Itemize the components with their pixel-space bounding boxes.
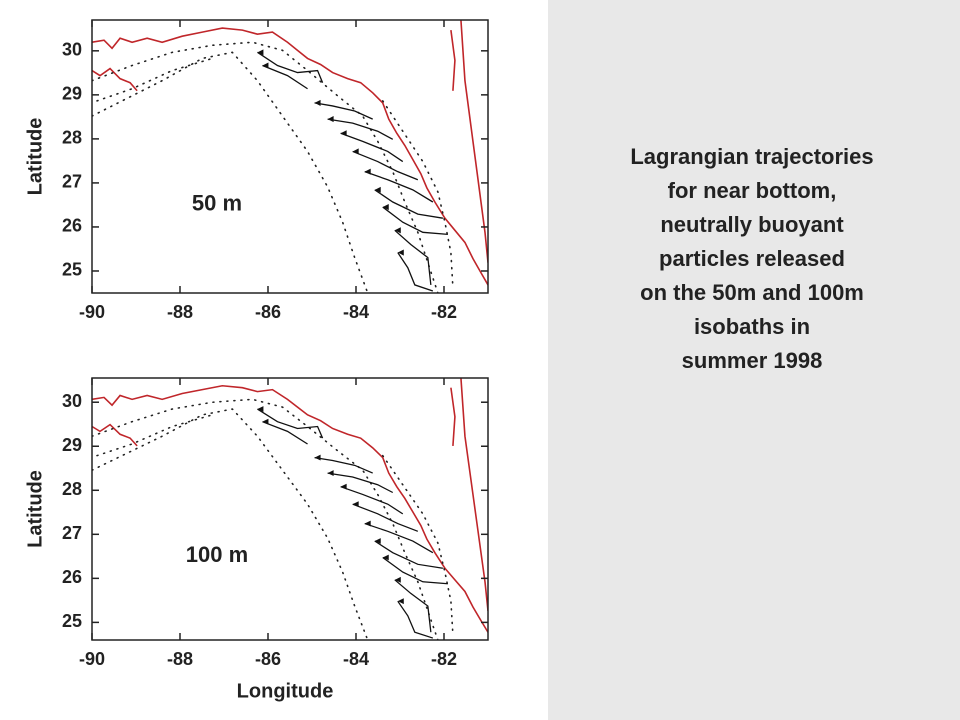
y-tick-label: 28 (62, 479, 82, 499)
map (92, 20, 488, 293)
caption-line: isobaths in (694, 314, 810, 339)
x-tick-label: -84 (343, 649, 369, 669)
caption-line: for near bottom, (668, 178, 837, 203)
x-tick-label: -82 (431, 302, 457, 322)
caption-line: Lagrangian trajectories (630, 144, 873, 169)
x-tick-label: -86 (255, 649, 281, 669)
caption-line: particles released (659, 246, 845, 271)
caption-panel (548, 0, 960, 720)
y-axis-label: Latitude (24, 470, 46, 548)
y-tick-label: 28 (62, 128, 82, 148)
x-tick-label: -88 (167, 649, 193, 669)
x-tick-label: -90 (79, 649, 105, 669)
y-tick-label: 25 (62, 260, 82, 280)
x-tick-label: -88 (167, 302, 193, 322)
panel-label: 50 m (192, 191, 242, 216)
y-tick-label: 27 (62, 523, 82, 543)
caption-line: neutrally buoyant (660, 212, 844, 237)
y-axis-label: Latitude (24, 118, 46, 196)
x-tick-label: -90 (79, 302, 105, 322)
x-tick-label: -82 (431, 649, 457, 669)
panel-label: 100 m (186, 542, 248, 567)
y-tick-label: 27 (62, 172, 82, 192)
map (92, 378, 488, 640)
x-tick-label: -86 (255, 302, 281, 322)
x-tick-label: -84 (343, 302, 369, 322)
y-tick-label: 30 (62, 391, 82, 411)
caption-line: summer 1998 (682, 348, 823, 373)
y-tick-label: 30 (62, 40, 82, 60)
x-axis-label: Longitude (237, 680, 334, 702)
plot-frame (91, 19, 489, 294)
y-tick-label: 26 (62, 216, 82, 236)
y-tick-label: 29 (62, 84, 82, 104)
y-tick-label: 26 (62, 567, 82, 587)
y-tick-label: 25 (62, 611, 82, 631)
caption-line: on the 50m and 100m (640, 280, 864, 305)
y-tick-label: 29 (62, 435, 82, 455)
plot-frame (91, 377, 489, 641)
